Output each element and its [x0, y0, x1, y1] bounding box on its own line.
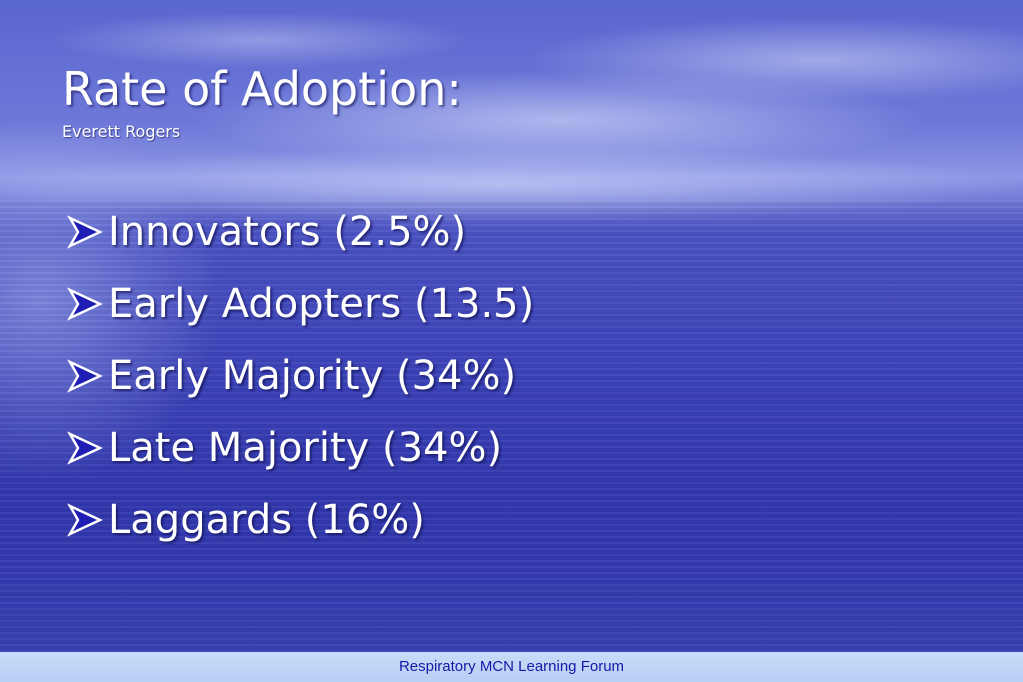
list-item: Early Majority (34%)	[64, 340, 534, 412]
list-item: Laggards (16%)	[64, 484, 534, 556]
bullet-label: Early Adopters (13.5)	[108, 281, 535, 327]
bullet-label: Early Majority (34%)	[108, 353, 517, 399]
arrowhead-bullet-icon	[66, 431, 103, 465]
bullet-label: Late Majority (34%)	[108, 425, 503, 471]
list-item: Late Majority (34%)	[64, 412, 534, 484]
slide-subtitle: Everett Rogers	[62, 122, 181, 141]
arrowhead-bullet-icon	[66, 215, 103, 249]
bullet-label: Laggards (16%)	[108, 497, 425, 543]
arrowhead-bullet-icon	[66, 287, 103, 321]
bullet-list: Innovators (2.5%) Early Adopters (13.5) …	[64, 196, 534, 556]
arrowhead-bullet-icon	[66, 503, 103, 537]
water-texture	[0, 200, 1023, 652]
arrowhead-bullet-icon	[66, 359, 103, 393]
list-item: Innovators (2.5%)	[64, 196, 534, 268]
bullet-label: Innovators (2.5%)	[108, 209, 467, 255]
slide-title: Rate of Adoption:	[62, 62, 462, 116]
footer-text: Respiratory MCN Learning Forum	[398, 658, 625, 675]
footer-bar: Respiratory MCN Learning Forum	[0, 652, 1023, 682]
list-item: Early Adopters (13.5)	[64, 268, 534, 340]
